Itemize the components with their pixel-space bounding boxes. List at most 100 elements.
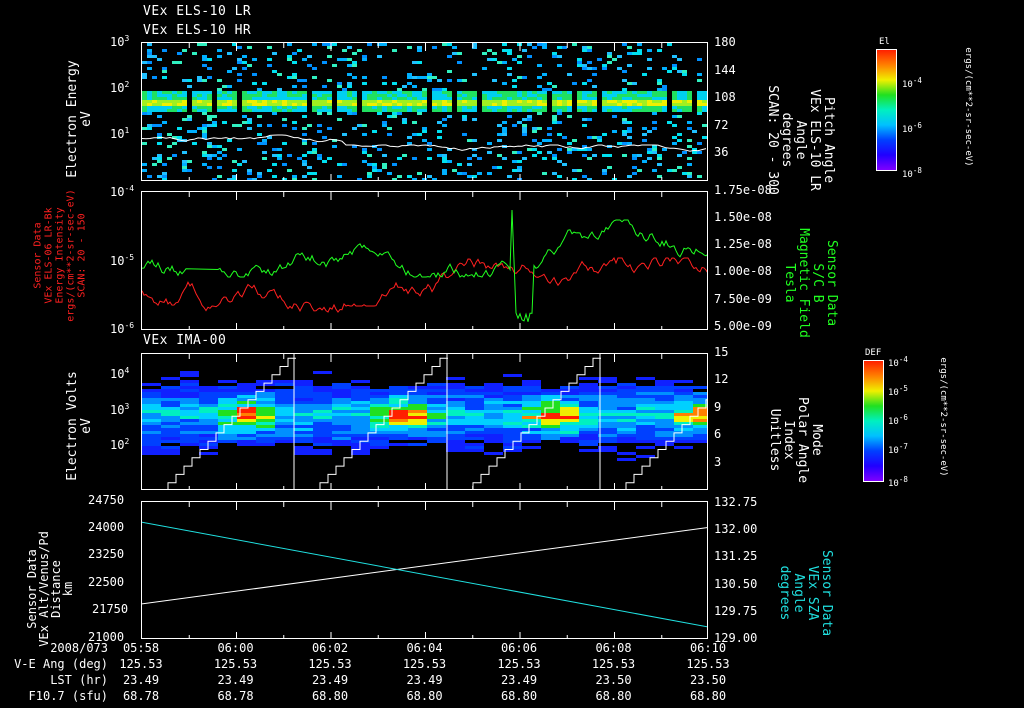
panel2-ytick: 10-5 [110, 253, 135, 268]
intensity-bfield-lines [142, 192, 707, 329]
footer-ve-ang-label: V-E Ang (deg) [14, 657, 108, 671]
footer-cell-time: 06:10 [689, 641, 727, 655]
panel4-rtick: 129.00 [714, 631, 758, 645]
panel1-rlabel: Pitch Angle VEx ELS-10 LR Angle degrees … [765, 50, 836, 230]
panel2-rtick: 1.75e-08 [714, 183, 772, 197]
panel4-ytick: 23250 [88, 547, 125, 561]
footer-cell-time: 06:00 [217, 641, 254, 655]
panel1-rtick: 180 [714, 35, 736, 49]
panel1-ylabel: Electron Energy eV [65, 59, 94, 179]
ylabel-line: Electron Volts [65, 371, 80, 481]
panel1-ylabel-line1: Electron Energy [65, 60, 80, 178]
rlabel-line: SCAN: 20 - 300 [765, 85, 780, 195]
rlabel-line: Angle [791, 573, 806, 613]
panel1-plot-area [141, 42, 708, 181]
panel3-rtick: 9 [714, 400, 722, 414]
panel1-ytick-1e3: 103 [110, 34, 130, 49]
panel3-ytick: 104 [110, 366, 130, 381]
footer-cell-ve_ang: 125.53 [402, 657, 447, 671]
panel3-ytick: 102 [110, 437, 130, 452]
footer-date-label: 2008/073 [50, 641, 108, 655]
rlabel-line: Unitless [767, 408, 782, 472]
panel2-ytick: 10-6 [110, 321, 135, 336]
panel4-ytick: 22500 [88, 575, 125, 589]
colorbar1-tick: 10-6 [902, 121, 922, 135]
llabel-line: Energy Intensity [54, 207, 66, 304]
footer-cell-lst: 23.50 [689, 673, 727, 687]
ima-spectrogram [142, 354, 707, 489]
llabel-line: km [61, 581, 75, 597]
panel1-rtick: 72 [714, 118, 729, 132]
panel1-rtick: 36 [714, 145, 729, 159]
rlabel-line: degrees [779, 112, 794, 168]
rlabel-line: Magnetic Field [796, 228, 811, 338]
footer-cell-lst: 23.49 [500, 673, 538, 687]
colorbar2-tick: 10-4 [888, 355, 908, 369]
llabel-line: ergs/(cm**2-sr-sec-eV) [65, 189, 77, 322]
panel4-ytick: 24000 [88, 520, 125, 534]
footer-cell-time: 06:08 [595, 641, 632, 655]
panel3-plot-area [141, 353, 708, 490]
rlabel-line: degrees [777, 565, 792, 621]
rlabel-line: Sensor Data [819, 549, 834, 637]
colorbar1-tick: 10-8 [902, 166, 922, 180]
panel3-title: VEx IMA-00 [143, 333, 227, 348]
footer-cell-f107: 68.78 [217, 689, 254, 703]
footer-cell-ve_ang: 125.53 [591, 657, 636, 671]
footer-f107-label: F10.7 (sfu) [28, 689, 108, 703]
footer-cell-time: 05:58 [122, 641, 160, 655]
panel2-rtick: 5.00e-09 [714, 319, 772, 333]
els-spectrogram [142, 43, 707, 180]
footer-cell-lst: 23.49 [217, 673, 254, 687]
panel4-rtick: 132.75 [714, 495, 758, 509]
rlabel-line: S/C B [810, 263, 825, 303]
llabel-line: Sensor Data [32, 222, 44, 289]
colorbar2-title: DEF [865, 348, 882, 358]
footer-cell-ve_ang: 125.53 [119, 657, 163, 671]
panel1-title-lr: VEx ELS-10 LR [143, 4, 252, 19]
panel2-rtick: 1.50e-08 [714, 210, 772, 224]
footer-cell-ve_ang: 125.53 [497, 657, 541, 671]
rlabel-line: Tesla [782, 263, 797, 303]
panel3-rlabel: Mode Polar Angle Index Unitless [767, 375, 824, 505]
panel4-rtick: 131.25 [714, 549, 758, 563]
rlabel-line: Angle [793, 120, 808, 160]
llabel-line: VEx ELS-06 LR-Bk [43, 207, 55, 304]
footer-cell-time: 06:02 [311, 641, 349, 655]
rlabel-line: Sensor Data [824, 239, 839, 327]
panel2-rlabel: Sensor Data S/C B Magnetic Field Tesla [782, 218, 839, 348]
colorbar2-tick: 10-6 [888, 413, 908, 427]
panel3-rtick: 12 [714, 372, 729, 386]
panel4-rtick: 130.50 [714, 577, 758, 591]
footer-cell-f107: 68.80 [406, 689, 443, 703]
panel2-plot-area [141, 191, 708, 330]
colorbar2-tick: 10-5 [888, 384, 908, 398]
ylabel-line: eV [79, 418, 94, 434]
footer-cell-time: 06:06 [500, 641, 538, 655]
footer-cell-time: 06:04 [406, 641, 443, 655]
colorbar1 [876, 49, 897, 171]
panel2-rtick: 1.25e-08 [714, 237, 772, 251]
panel1-title-hr: VEx ELS-10 HR [143, 23, 252, 38]
panel4-ytick: 24750 [88, 493, 125, 507]
colorbar1-title: El [879, 37, 890, 47]
footer-cell-ve_ang: 125.53 [308, 657, 352, 671]
footer-cell-lst: 23.49 [122, 673, 160, 687]
footer-cell-lst: 23.49 [406, 673, 443, 687]
panel2-rtick: 1.00e-08 [714, 264, 772, 278]
rlabel-line: Index [781, 420, 796, 460]
footer-cell-ve_ang: 125.53 [213, 657, 258, 671]
colorbar1-units: ergs/(cm**2-sr-sec-eV) [963, 47, 973, 167]
footer-cell-f107: 68.80 [311, 689, 349, 703]
panel4-ytick: 21000 [88, 630, 125, 644]
colorbar2-tick: 10-7 [888, 442, 908, 456]
panel1-rtick: 144 [714, 63, 736, 77]
panel2-ytick: 10-4 [110, 184, 135, 199]
footer-cell-f107: 68.80 [595, 689, 632, 703]
panel4-rtick: 129.75 [714, 604, 758, 618]
panel4-plot-area [141, 501, 708, 639]
colorbar1-tick: 10-4 [902, 76, 922, 90]
panel1-ytick-1e1: 101 [110, 126, 130, 141]
panel4-llabel: Sensor Data VEx Alt/Venus/Pd Distance km [25, 529, 75, 649]
panel3-rtick: 3 [714, 455, 722, 469]
